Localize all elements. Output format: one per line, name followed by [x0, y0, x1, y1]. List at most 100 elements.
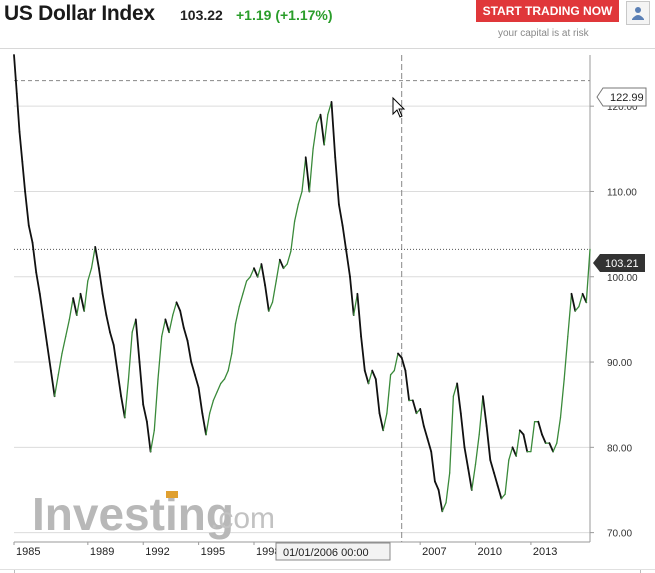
last-price-tag-label: 103.21 — [605, 258, 639, 270]
series-segment — [31, 241, 38, 274]
series-segment — [363, 369, 370, 385]
gridlines — [14, 55, 591, 543]
series-segment — [268, 301, 274, 312]
series-segment — [426, 437, 433, 453]
series-segment — [433, 480, 440, 491]
series-segment — [552, 442, 558, 453]
scroll-marker-left — [14, 570, 15, 573]
crosshair-price-label: 122.99 — [610, 92, 644, 104]
series-segment — [504, 459, 510, 495]
crosshair-price-tag-box — [596, 87, 647, 107]
series-segment — [105, 314, 111, 334]
x-tick-label: 1992 — [145, 546, 169, 558]
series-segment — [374, 378, 381, 415]
series-segment — [197, 386, 204, 415]
series-segment — [271, 280, 277, 303]
series-segment — [518, 429, 525, 436]
series-segment — [360, 335, 366, 372]
series-segment — [371, 369, 377, 381]
series-segment — [257, 263, 263, 278]
series-segment — [441, 502, 447, 512]
series-segment — [264, 284, 270, 312]
user-menu-button[interactable] — [626, 1, 650, 25]
series-segment — [581, 292, 588, 304]
series-segment — [15, 92, 21, 133]
series-segment — [578, 293, 584, 308]
series-segment — [537, 420, 543, 436]
scroll-marker-right — [640, 570, 641, 573]
y-axis: 70.00 80.00 90.00 100.00 110.00 120.00 — [590, 102, 638, 540]
series-segment — [308, 148, 314, 193]
x-tick-label: 2013 — [533, 546, 557, 558]
series-segment — [127, 331, 133, 380]
series-segment — [209, 399, 215, 414]
series-segment — [570, 292, 577, 312]
series-segment — [530, 421, 536, 453]
last-price-tag-box — [593, 254, 645, 272]
start-trading-button[interactable]: START TRADING NOW — [476, 0, 619, 22]
series-segment — [134, 318, 141, 363]
series-segment — [563, 335, 569, 380]
series-segment — [456, 382, 462, 415]
series-segment — [253, 267, 259, 278]
series-segment — [90, 246, 96, 269]
series-segment — [278, 258, 285, 270]
watermark-brand: Investing — [32, 488, 234, 540]
series-segment — [345, 250, 351, 278]
series-segment — [87, 267, 93, 282]
series-segment — [548, 442, 554, 453]
series-segment — [76, 293, 82, 316]
x-tick-label: 2010 — [478, 546, 502, 558]
mouse-cursor-icon — [392, 96, 406, 118]
series-segment — [508, 446, 514, 461]
series-segment — [182, 326, 189, 342]
x-tick-label: 1985 — [16, 546, 40, 558]
series-segment — [98, 267, 104, 295]
crosshair-date-tag-box — [275, 542, 391, 561]
series-segment — [101, 292, 108, 317]
series-segment — [353, 293, 359, 316]
series-segment — [585, 248, 591, 303]
chart-frame[interactable] — [0, 48, 655, 569]
series-segment — [393, 352, 399, 372]
series-segment — [242, 280, 248, 295]
series-segment — [193, 373, 200, 389]
series-segment — [445, 472, 451, 504]
series-segment — [245, 276, 251, 282]
crosshair-date-label: 01/01/2006 00:00 — [283, 547, 369, 559]
series-segment — [463, 446, 470, 470]
series-segment — [13, 54, 18, 95]
series-segment — [138, 361, 145, 406]
series-segment — [337, 203, 344, 227]
series-segment — [500, 493, 506, 500]
crosshair-price-tag: 122.99 — [596, 87, 647, 107]
series-segment — [467, 467, 473, 491]
series-segment — [175, 301, 182, 312]
series-segment — [493, 471, 499, 487]
series-segment — [35, 271, 41, 295]
series-segment — [212, 391, 218, 402]
series-segment — [319, 113, 326, 146]
series-segment — [485, 425, 492, 462]
y-tick-label: 110.00 — [607, 187, 637, 198]
series-segment — [349, 275, 355, 317]
watermark-suffix: .com — [210, 502, 275, 535]
series-segment — [515, 429, 521, 457]
series-segment — [172, 301, 178, 316]
series-segment — [234, 305, 240, 325]
bottom-divider — [0, 569, 655, 570]
series-segment — [400, 356, 407, 372]
series-segment — [223, 369, 229, 380]
series-segment — [94, 245, 100, 270]
series-segment — [38, 292, 45, 321]
series-segment — [478, 395, 484, 436]
series-segment — [341, 224, 348, 253]
series-segment — [496, 484, 503, 500]
series-segment — [238, 293, 244, 308]
series-segment — [145, 420, 152, 453]
y-tick-label: 90.00 — [607, 358, 632, 369]
series-segment — [430, 450, 436, 483]
series-segment — [153, 378, 159, 431]
quote-header: US Dollar Index 103.22 +1.19 (+1.17%) ST… — [0, 0, 655, 48]
